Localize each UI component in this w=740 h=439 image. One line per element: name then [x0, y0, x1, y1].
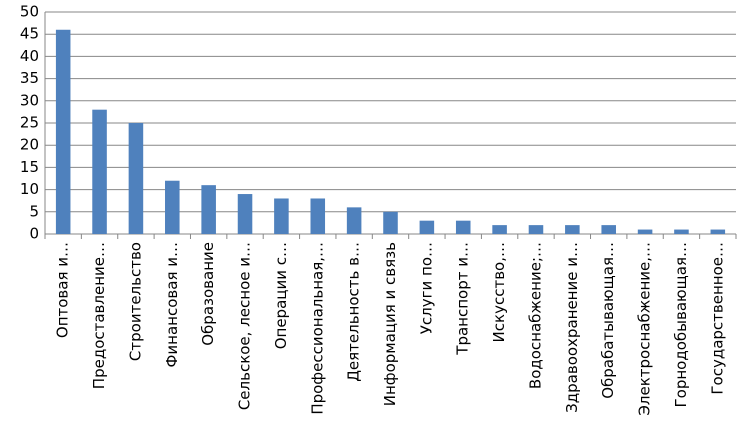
y-tick-label: 25 [20, 114, 39, 132]
x-tick-label: Деятельность в… [345, 242, 363, 382]
bar [237, 194, 253, 234]
y-tick-label: 40 [20, 47, 39, 65]
x-tick-label: Водоснабжение;… [526, 242, 544, 389]
bar [528, 225, 544, 234]
x-tick-label: Строительство [126, 242, 144, 361]
bar [201, 185, 216, 234]
x-tick-label: Сельское, лесное и… [236, 242, 254, 410]
bar [492, 225, 507, 234]
bar [128, 123, 144, 234]
bar [274, 198, 289, 234]
bar [310, 198, 326, 234]
bar [601, 225, 616, 234]
bar [565, 225, 580, 234]
x-tick-label: Оптовая и… [54, 242, 72, 338]
x-tick-label: Образование [199, 242, 217, 346]
y-tick-label: 50 [20, 3, 39, 21]
bar [710, 229, 726, 234]
x-tick-label: Услуги по… [417, 242, 435, 334]
bar [55, 29, 71, 235]
bar [419, 220, 435, 234]
x-tick-label: Обрабатывающая… [599, 242, 617, 399]
bar [637, 229, 653, 234]
x-tick-label: Здравоохранение и… [563, 242, 581, 413]
bar [383, 211, 398, 234]
bar [346, 207, 362, 234]
x-tick-label: Предоставление… [90, 242, 108, 389]
bar [674, 229, 689, 234]
y-tick-label: 10 [20, 180, 39, 198]
bar [455, 220, 471, 234]
y-tick-label: 35 [20, 69, 39, 87]
y-tick-label: 0 [29, 225, 39, 243]
x-tick-label: Искусство,… [490, 242, 508, 342]
x-tick-label: Профессиональная,… [308, 242, 326, 415]
x-tick-label: Электроснабжение,… [636, 242, 654, 416]
x-tick-label: Транспорт и… [454, 242, 472, 356]
x-tick-label: Государственное… [708, 242, 726, 395]
y-tick-label: 20 [20, 136, 39, 154]
y-tick-label: 30 [20, 91, 39, 109]
x-tick-label: Горнодобывающая… [672, 242, 690, 407]
y-tick-label: 5 [29, 202, 39, 220]
x-tick-label: Операции с… [272, 242, 290, 349]
x-tick-label: Информация и связь [381, 242, 399, 406]
x-tick-label: Финансовая и… [163, 242, 181, 367]
y-tick-label: 45 [20, 25, 39, 43]
bar [92, 109, 107, 234]
y-tick-label: 15 [20, 158, 39, 176]
bar [165, 180, 180, 234]
